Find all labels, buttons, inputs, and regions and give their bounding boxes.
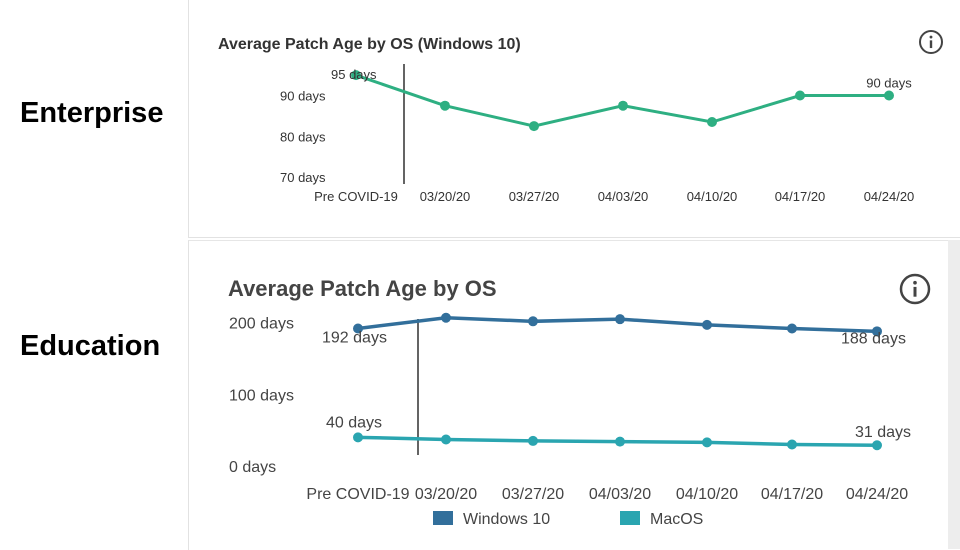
series-line-0: [355, 73, 889, 128]
x-tick-label: 04/17/20: [775, 189, 826, 204]
legend-swatch: [620, 511, 640, 525]
data-point: [787, 323, 797, 334]
data-label: 40 days: [326, 414, 382, 431]
data-point: [618, 100, 628, 111]
education-chart-panel: Average Patch Age by OS 200 days 100 days 0…: [188, 240, 960, 550]
x-tick-label: 03/20/20: [420, 189, 471, 204]
data-point: [702, 437, 712, 448]
info-icon-dot: [929, 35, 933, 39]
data-label: 31 days: [855, 424, 911, 441]
x-tick-label: 04/24/20: [864, 189, 915, 204]
education-patch-age-chart: Average Patch Age by OS 200 days 100 days 0…: [228, 273, 931, 528]
data-point: [787, 439, 797, 450]
scrollbar-track[interactable]: [948, 240, 960, 549]
info-icon-dot: [913, 280, 917, 285]
x-tick-label: 04/24/20: [846, 486, 908, 503]
x-tick-label: Pre COVID-19: [314, 189, 398, 204]
enterprise-label: Enterprise: [20, 97, 164, 129]
enterprise-patch-age-chart: Average Patch Age by OS (Windows 10) 90 d…: [218, 30, 943, 204]
info-icon: [899, 273, 931, 305]
data-point: [615, 314, 625, 325]
y-tick-label: 90 days: [280, 89, 326, 104]
data-point: [702, 319, 712, 330]
data-point: [872, 326, 882, 337]
data-point: [529, 121, 539, 132]
legend-swatch: [433, 511, 453, 525]
data-point: [528, 435, 538, 446]
data-point: [615, 436, 625, 447]
data-point: [872, 440, 882, 451]
x-tick-label: 04/10/20: [676, 486, 738, 503]
data-label: 192 days: [322, 329, 387, 346]
y-tick-label: 0 days: [229, 459, 276, 476]
x-tick-label: 04/10/20: [687, 189, 738, 204]
data-label: 90 days: [866, 76, 912, 91]
data-point: [707, 117, 717, 127]
y-tick-label: 80 days: [280, 129, 326, 144]
info-icon: [919, 30, 943, 54]
chart-title: Average Patch Age by OS (Windows 10): [218, 36, 521, 53]
education-label: Education: [20, 330, 161, 362]
data-label: 188 days: [841, 330, 906, 347]
data-point: [353, 432, 363, 443]
data-point: [528, 316, 538, 327]
data-label: 95 days: [331, 67, 377, 82]
enterprise-chart-panel: Average Patch Age by OS (Windows 10) 90 d…: [188, 0, 960, 238]
x-tick-label: 04/03/20: [598, 189, 649, 204]
x-tick-label: 03/27/20: [509, 189, 560, 204]
data-point: [441, 312, 451, 323]
y-tick-label: 100 days: [229, 387, 294, 404]
legend-label: MacOS: [650, 511, 703, 528]
data-point: [795, 90, 805, 101]
data-point: [441, 434, 451, 445]
y-tick-label: 200 days: [229, 316, 294, 333]
data-point: [353, 323, 363, 334]
x-tick-label: 03/27/20: [502, 486, 564, 503]
chart-title: Average Patch Age by OS: [228, 276, 497, 301]
x-tick-label: 04/17/20: [761, 486, 823, 503]
y-tick-label: 70 days: [280, 170, 326, 185]
data-point: [440, 100, 450, 111]
x-tick-label: Pre COVID-19: [306, 486, 409, 503]
x-tick-label: 03/20/20: [415, 486, 477, 503]
legend-label: Windows 10: [463, 511, 550, 528]
data-point: [884, 90, 894, 101]
x-tick-label: 04/03/20: [589, 486, 651, 503]
data-point: [351, 70, 361, 81]
